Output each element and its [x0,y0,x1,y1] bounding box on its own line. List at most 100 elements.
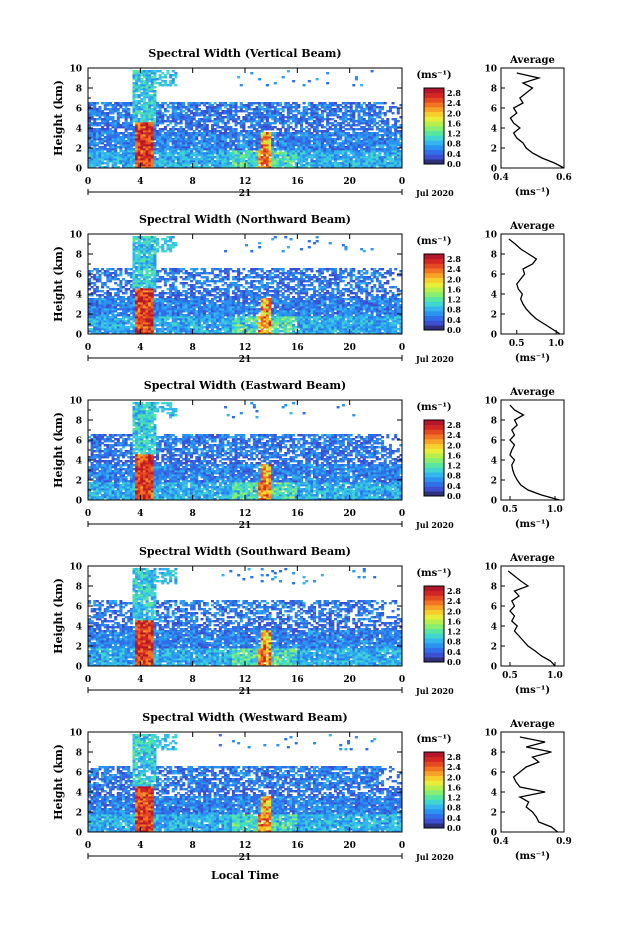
heatmap-cell [208,324,211,326]
heatmap-cell [156,130,159,132]
heatmap-cell [153,118,156,120]
heatmap-cell [297,136,300,138]
heatmap-cell [125,326,128,328]
heatmap-cell [156,298,159,300]
heatmap-cell [221,126,224,128]
heatmap-cell [245,160,248,162]
heatmap-cell [308,122,311,124]
heatmap-cell [313,134,316,136]
heatmap-cell [394,118,397,120]
heatmap-cell [389,126,392,128]
heatmap-cell [214,106,217,108]
heatmap-cell [229,126,232,128]
heatmap-cell [339,122,342,124]
colorbar-tick-label: 2.4 [447,98,461,108]
heatmap-cell [363,102,366,104]
heatmap-cell [198,108,201,110]
heatmap-cell [101,272,104,274]
heatmap-cell [93,128,96,130]
average-y-tick-label: 2 [491,145,497,155]
heatmap-cell [117,312,120,314]
heatmap-cell [214,118,217,120]
heatmap-cell [331,128,334,130]
heatmap-cell [161,134,164,136]
heatmap-cell [172,292,175,294]
heatmap-cell [146,256,149,258]
heatmap-cell [342,126,345,128]
heatmap-cell [242,116,245,118]
heatmap-cell [167,236,170,238]
heatmap-cell [384,112,387,114]
heatmap-cell [180,282,183,284]
colorbar-swatch [424,93,444,98]
heatmap-cell [339,116,342,118]
heatmap-cell [282,76,285,78]
y-axis-label: Height (km) [52,80,65,156]
heatmap-cell [195,310,198,312]
heatmap-cell [397,130,400,132]
heatmap-cell [156,78,159,80]
heatmap-cell [174,84,177,86]
average-title: Average [509,55,555,66]
heatmap-cell [211,104,214,106]
heatmap-cell [182,128,185,130]
heatmap-cell [381,126,384,128]
heatmap-cell [109,316,112,318]
heatmap-cell [138,94,141,96]
date-label: Jul 2020 [415,188,454,198]
heatmap-cell [321,124,324,126]
heatmap-cell [101,146,104,148]
heatmap-cell [167,292,170,294]
heatmap-cell [172,78,175,80]
heatmap-cell [376,112,379,114]
heatmap-cell [112,276,115,278]
heatmap-cell [195,102,198,104]
heatmap-cell [125,288,128,290]
heatmap-cell [125,302,128,304]
heatmap-cell [261,102,264,104]
heatmap-cell [174,162,177,164]
heatmap-cell [195,296,198,298]
heatmap-cell [122,286,125,288]
heatmap-cell [337,162,340,164]
heatmap-cell [122,122,125,124]
heatmap-cell [172,298,175,300]
heatmap-cell [93,274,96,276]
heatmap-cell [185,130,188,132]
heatmap-cell [303,102,306,104]
heatmap-cell [156,110,159,112]
heatmap-cell [201,276,204,278]
heatmap-cell [127,314,130,316]
heatmap-cell [140,288,143,290]
heatmap-cell [164,102,167,104]
heatmap-cell [253,152,256,154]
heatmap-cell [169,114,172,116]
heatmap-cell [347,102,350,104]
heatmap-cell [334,102,337,104]
heatmap-cell [394,106,397,108]
heatmap-cell [140,92,143,94]
heatmap-cell [143,236,146,238]
heatmap-cell [355,102,358,104]
heatmap-cell [381,106,384,108]
heatmap-cell [245,140,248,142]
heatmap-cell [326,72,329,74]
heatmap-cell [127,122,130,124]
heatmap-cell [132,148,135,150]
heatmap-cell [109,268,112,270]
heatmap-cell [161,276,164,278]
average-y-tick-label: 8 [491,85,497,95]
heatmap-cell [182,272,185,274]
heatmap-cell [132,82,135,84]
heatmap-cell [143,80,146,82]
heatmap-cell [169,120,172,122]
heatmap-cell [148,236,151,238]
heatmap-cell [112,116,115,118]
heatmap-cell [295,148,298,150]
heatmap-cell [122,150,125,152]
heatmap-cell [308,80,311,82]
colorbar-swatch [424,136,444,141]
heatmap-cell [310,140,313,142]
heatmap-cell [125,134,128,136]
heatmap-cell [169,146,172,148]
